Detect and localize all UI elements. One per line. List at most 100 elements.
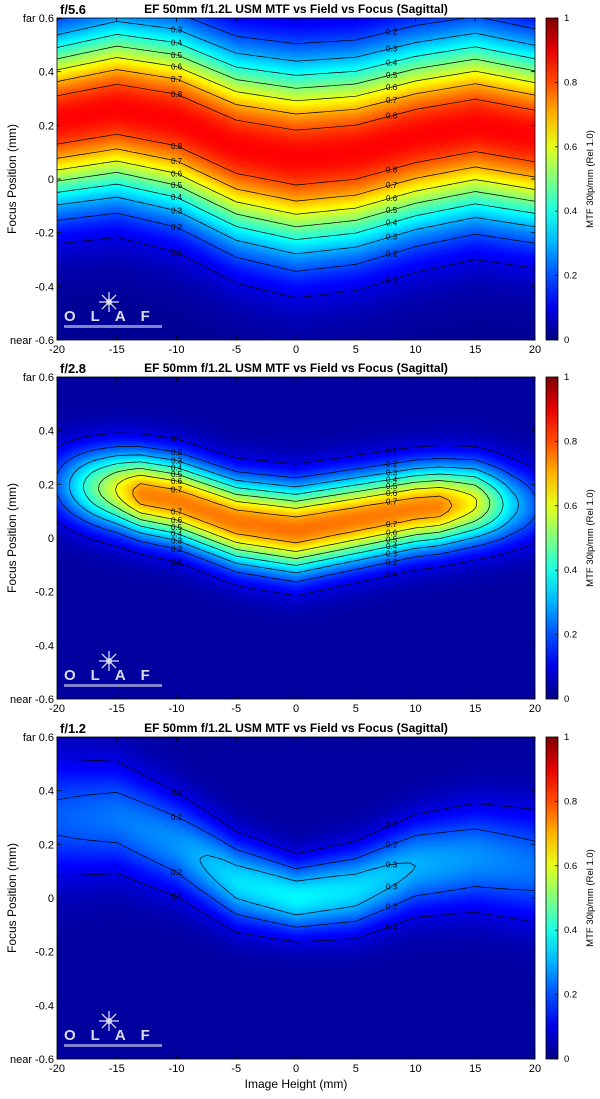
y-tick-label: -0.2 — [35, 947, 54, 959]
colorbar: 0 0.2 0.4 0.6 0.8 1 MTF 30lp/mm (Rel 1.0) — [545, 372, 596, 705]
contour-label: 0.8 — [171, 90, 183, 99]
y-tick-label: far 0.6 — [23, 13, 54, 25]
contour-level-0.2 — [57, 446, 535, 583]
colorbar-tick-label: 0.4 — [564, 925, 577, 936]
heatmap-image — [57, 377, 535, 699]
contour-label: 0.4 — [171, 529, 183, 538]
x-tick-label: 15 — [469, 344, 481, 356]
y-tick-label: 0.4 — [39, 786, 54, 798]
contour-level-0.6 — [57, 57, 535, 215]
watermark-text: OLAF — [64, 308, 165, 325]
contour-label: 0.5 — [171, 470, 183, 479]
contour-label: 0.8 — [171, 142, 183, 151]
x-ticks: -20 -15 -10 -5 0 5 10 15 20 — [49, 18, 541, 356]
colorbar-label: MTF 30lp/mm (Rel 1.0) — [585, 849, 596, 947]
contour-label: 0.2 — [386, 250, 398, 259]
x-tick-label: -15 — [109, 1063, 125, 1075]
contour-label: 0.6 — [171, 516, 183, 525]
y-axis-label: Focus Position (mm) — [5, 843, 19, 953]
x-tick-label: -10 — [169, 344, 185, 356]
x-axis-label: Image Height (mm) — [245, 1077, 348, 1091]
x-tick-label: 0 — [293, 1063, 299, 1075]
y-tick-label: 0.2 — [39, 839, 54, 851]
contour-label: 0.1 — [386, 446, 398, 455]
chart-title: EF 50mm f/1.2L USM MTF vs Field vs Focus… — [144, 721, 448, 735]
contour-label: 0.4 — [386, 475, 398, 484]
contour-label: 0.7 — [386, 520, 398, 529]
x-tick-label: -20 — [49, 703, 65, 715]
y-tick-label: -0.4 — [35, 281, 54, 293]
y-tick-label: 0.2 — [39, 120, 54, 132]
contour-label: 0.7 — [171, 507, 183, 516]
y-tick-label: 0 — [48, 893, 54, 905]
contour-label: 0.3 — [386, 883, 398, 892]
contour-label: 0.5 — [386, 482, 398, 491]
contour-label: 0.8 — [386, 165, 398, 174]
x-tick-label: 5 — [353, 344, 359, 356]
contour-level-0.3 — [68, 454, 519, 574]
x-tick-label: -5 — [231, 1063, 241, 1075]
contour-label: 0.7 — [386, 181, 398, 190]
x-tick-label: -20 — [49, 344, 65, 356]
x-tick-label: 10 — [409, 703, 421, 715]
colorbar-tick-label: 1 — [564, 372, 569, 383]
colorbar-tick-label: 0.2 — [564, 271, 577, 282]
contour-label: 0.2 — [386, 902, 398, 911]
watermark-text: OLAF — [64, 667, 165, 684]
contour-label: 0.5 — [171, 523, 183, 532]
colorbar-tick-label: 0.4 — [564, 206, 577, 217]
x-tick-label: -10 — [169, 1063, 185, 1075]
contour-label: 0.1 — [171, 435, 183, 444]
mtf-panel-3: 0.10.10.10.10.20.20.20.20.30.3-20 -15 -10-… — [5, 721, 596, 1091]
mtf-panel-1: 0.10.10.20.20.20.30.30.30.30.40.40.40.40… — [5, 2, 596, 356]
colorbar: 0 0.2 0.4 0.6 0.8 1 MTF 30lp/mm (Rel 1.0) — [545, 13, 596, 346]
contour-label: 0.6 — [171, 477, 183, 486]
watermark-text: OLAF — [64, 1027, 165, 1044]
contour-level-0.4 — [83, 461, 504, 566]
contour-label: 0.7 — [386, 497, 398, 506]
contour-level-0.7 — [57, 69, 535, 202]
x-tick-label: 15 — [469, 1063, 481, 1075]
contour-label: 0.3 — [171, 25, 183, 34]
y-ticks: near -0.6 -0.4 -0.2 0 0.2 0.4 far 0.6 — [10, 732, 535, 1066]
x-tick-label: -15 — [109, 344, 125, 356]
contour-label: 0.1 — [386, 276, 398, 285]
contour-label: 0.1 — [171, 788, 183, 797]
y-ticks: near -0.6 -0.4 -0.2 0 0.2 0.4 far 0.6 — [10, 372, 535, 706]
contour-label: 0.5 — [386, 71, 398, 80]
contour-label: 0.6 — [386, 83, 398, 92]
olaf-logo: OLAF — [64, 292, 165, 328]
x-ticks: -20 -15 -10 -5 0 5 10 15 20 — [49, 377, 541, 715]
y-axis-label: Focus Position (mm) — [5, 483, 19, 593]
contour-label: 0.2 — [171, 868, 183, 877]
contour-level-0.3 — [57, 20, 535, 255]
mtf-panel-2: 0.10.10.10.10.20.20.20.20.30.30.30.30.40… — [5, 361, 596, 715]
olaf-logo: OLAF — [64, 651, 165, 687]
y-tick-label: 0.2 — [39, 479, 54, 491]
y-tick-label: 0.4 — [39, 67, 54, 79]
contour-label: 0.3 — [171, 457, 183, 466]
x-tick-label: -15 — [109, 703, 125, 715]
colorbar-tick-label: 0.8 — [564, 436, 577, 447]
contour-lines: 0.10.10.10.10.20.20.20.20.30.30.30.30.40… — [57, 432, 535, 597]
colorbar-tick-label: 0.4 — [564, 565, 577, 576]
contour-label: 0.1 — [171, 248, 183, 257]
contour-level-0.3 — [199, 854, 416, 916]
x-tick-label: 0 — [293, 344, 299, 356]
contour-label: 0.7 — [171, 75, 183, 84]
y-ticks: near -0.6 -0.4 -0.2 0 0.2 0.4 far 0.6 — [10, 13, 535, 347]
y-tick-label: -0.4 — [35, 1000, 54, 1012]
contour-level-0.7 — [132, 483, 453, 544]
contour-level-0.1 — [57, 432, 535, 597]
heatmap-image — [57, 737, 535, 1059]
contour-label: 0.7 — [171, 157, 183, 166]
y-tick-label: far 0.6 — [23, 732, 54, 744]
contour-label: 0.1 — [386, 922, 398, 931]
y-tick-label: -0.2 — [35, 228, 54, 240]
x-tick-label: 15 — [469, 703, 481, 715]
contour-label: 0.3 — [386, 44, 398, 53]
y-tick-label: near -0.6 — [10, 335, 54, 347]
chart-title: EF 50mm f/1.2L USM MTF vs Field vs Focus… — [144, 2, 448, 16]
x-tick-label: 0 — [293, 703, 299, 715]
